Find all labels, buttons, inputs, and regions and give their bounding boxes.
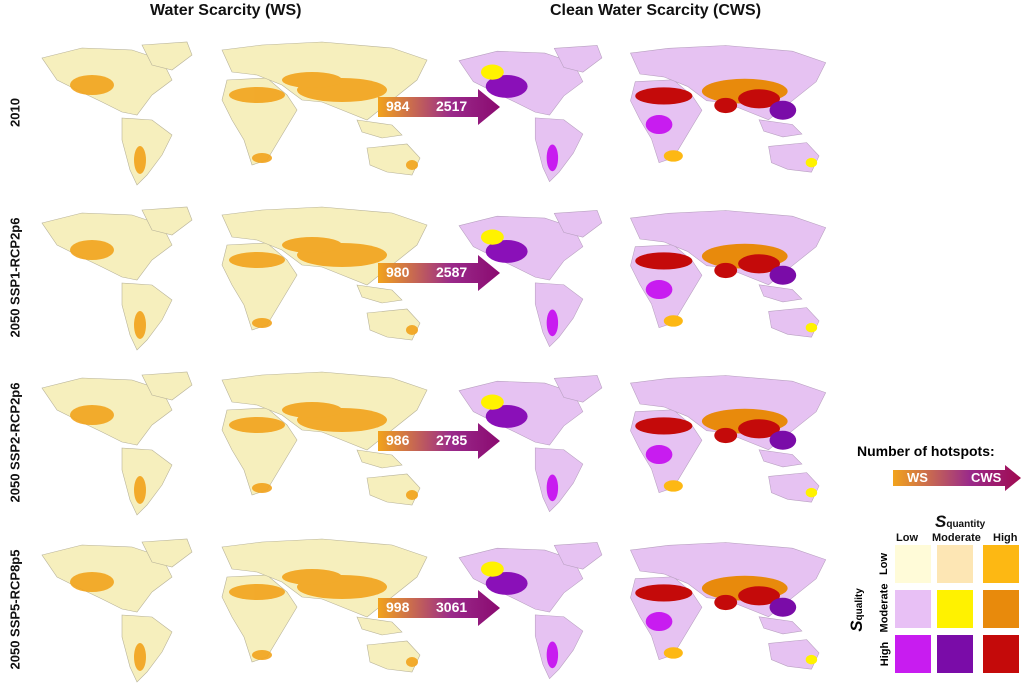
- hotspot-count-arrow: 980 2587: [378, 255, 500, 291]
- cws-hotspot-count: 2785: [436, 432, 468, 448]
- col-moderate: Moderate: [932, 532, 981, 544]
- legend-arrow: WS CWS: [893, 465, 1021, 491]
- ws-map: [41, 538, 428, 683]
- legend-cell-quality-moderate-quantity-low: [895, 590, 931, 628]
- cws-hotspot-count: 2587: [436, 264, 468, 280]
- squality-label: Squality: [846, 588, 866, 632]
- ws-map: [41, 371, 428, 516]
- ws-hotspot-count: 980: [386, 264, 410, 280]
- hotspot-count-arrow: 998 3061: [378, 590, 500, 626]
- legend-cell-quality-moderate-quantity-high: [983, 590, 1019, 628]
- row-label: 2050 SSP2-RCP2p6: [7, 382, 23, 503]
- row-label: 2010: [7, 98, 23, 127]
- hotspot-count-arrow: 986 2785: [378, 423, 500, 459]
- hotspot-count-arrow: 984 2517: [378, 89, 500, 125]
- cws-map: [458, 44, 827, 183]
- row-label: 2050 SSP1-RCP2p6: [7, 217, 23, 338]
- squantity-label: Squantity: [935, 512, 986, 531]
- legend-cell-quality-low-quantity-moderate: [937, 545, 973, 583]
- legend-cws-label: CWS: [971, 470, 1002, 485]
- legend-title: Number of hotspots:: [857, 443, 995, 459]
- cws-hotspot-count: 2517: [436, 98, 468, 114]
- cws-column-title: Clean Water Scarcity (CWS): [550, 2, 762, 19]
- legend-cell-quality-high-quantity-moderate: [937, 635, 973, 673]
- cws-map: [458, 375, 827, 513]
- legend-cell-quality-low-quantity-low: [895, 545, 931, 583]
- row-moderate: Moderate: [878, 583, 891, 633]
- col-low: Low: [896, 532, 918, 544]
- cws-map: [458, 542, 827, 680]
- ws-map: [41, 41, 428, 186]
- ws-column-title: Water Scarcity (WS): [150, 2, 302, 19]
- legend-ws-label: WS: [907, 470, 928, 485]
- ws-hotspot-count: 998: [386, 599, 410, 615]
- cws-hotspot-count: 3061: [436, 599, 468, 615]
- cws-map: [458, 210, 827, 348]
- ws-hotspot-count: 986: [386, 432, 410, 448]
- row-high: High: [879, 641, 892, 667]
- col-high: High: [993, 532, 1018, 544]
- legend-cell-quality-high-quantity-low: [895, 635, 931, 673]
- row-label: 2050 SSP5-RCP8p5: [7, 549, 23, 670]
- legend-cell-quality-low-quantity-high: [983, 545, 1019, 583]
- legend-cell-quality-high-quantity-high: [983, 635, 1019, 673]
- ws-map: [41, 206, 428, 351]
- legend-cell-quality-moderate-quantity-moderate: [937, 590, 973, 628]
- ws-hotspot-count: 984: [386, 98, 410, 114]
- row-low: Low: [878, 553, 890, 575]
